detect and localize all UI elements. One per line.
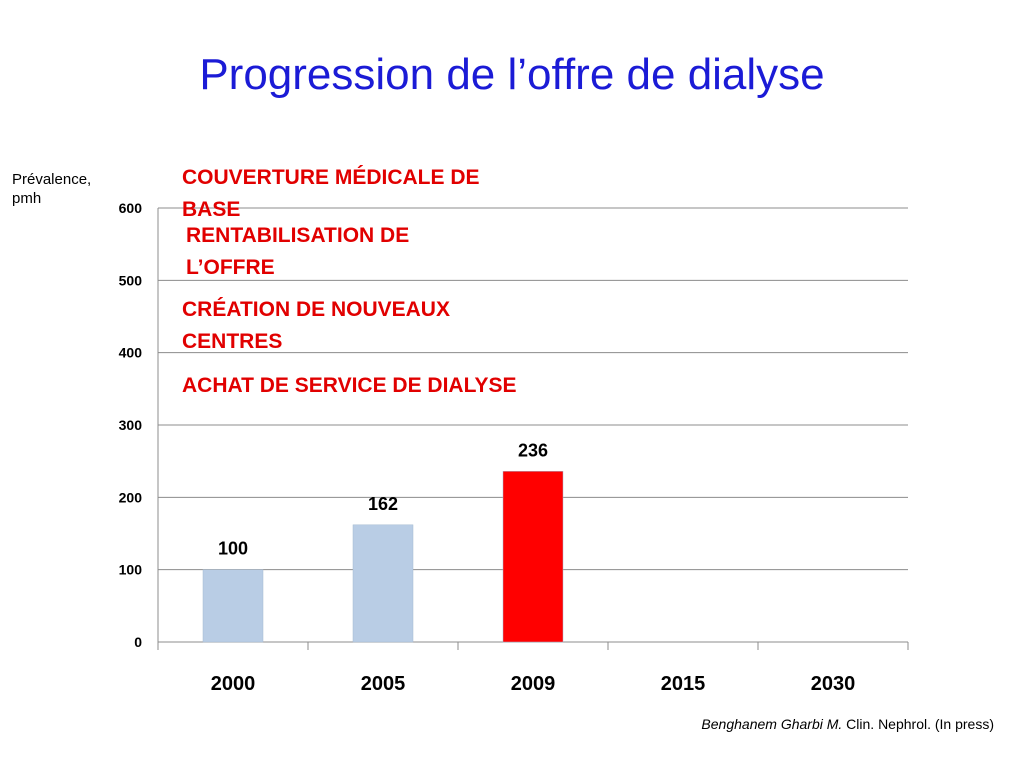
bar-2005 [352,524,414,643]
y-axis-label-line2: pmh [12,190,42,207]
bar-2009 [502,471,564,643]
citation-journal: Clin. Nephrol. (In press) [842,716,994,732]
x-tick-label: 2030 [811,673,856,695]
annotation-rentabilisation: RENTABILISATION DE L’OFFRE [186,224,410,279]
y-tick-label: 300 [119,417,143,433]
data-label: 100 [218,539,248,559]
y-axis-label: Prévalence, pmh [12,170,91,208]
annotation-achat: ACHAT DE SERVICE DE DIALYSE [182,374,517,397]
annotation-couverture: COUVERTURE MÉDICALE DE BASE [182,166,480,221]
data-label: 236 [518,440,548,460]
y-axis-label-line1: Prévalence, [12,171,92,188]
annotation-creation: CRÉATION DE NOUVEAUX CENTRES [182,298,450,353]
y-tick-label: 100 [119,562,143,578]
x-tick-label: 2015 [661,673,706,695]
citation-author: Benghanem Gharbi M. [701,716,843,732]
y-tick-label: 200 [119,489,143,505]
citation: Benghanem Gharbi M. Clin. Nephrol. (In p… [701,716,994,732]
slide-title: Progression de l’offre de dialyse [199,50,825,99]
bar-2000 [202,569,264,643]
y-tick-label: 600 [119,200,143,216]
x-tick-label: 2000 [211,673,256,695]
x-tick-label: 2005 [361,673,406,695]
y-tick-label: 400 [119,345,143,361]
x-tick-label: 2009 [511,673,556,695]
y-tick-label: 500 [119,272,143,288]
y-tick-label: 0 [134,634,142,650]
data-label: 162 [368,494,398,514]
